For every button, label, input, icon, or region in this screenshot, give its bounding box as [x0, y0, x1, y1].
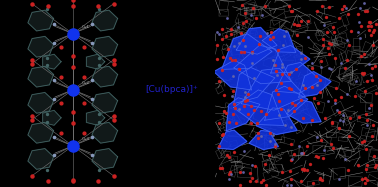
Polygon shape — [92, 149, 118, 169]
Polygon shape — [28, 66, 54, 87]
Polygon shape — [43, 54, 61, 69]
Polygon shape — [287, 100, 321, 123]
Polygon shape — [236, 27, 277, 54]
Polygon shape — [249, 131, 278, 150]
Polygon shape — [86, 110, 105, 125]
Polygon shape — [222, 34, 272, 69]
Polygon shape — [234, 45, 291, 84]
Polygon shape — [28, 93, 54, 113]
Text: [Cu(bpca)]⁺: [Cu(bpca)]⁺ — [146, 85, 198, 94]
Polygon shape — [234, 90, 284, 125]
Text: Cu1: Cu1 — [82, 25, 90, 29]
Polygon shape — [214, 60, 252, 90]
Polygon shape — [43, 110, 61, 125]
Polygon shape — [299, 72, 331, 97]
Polygon shape — [92, 93, 118, 113]
Polygon shape — [86, 54, 105, 69]
Polygon shape — [275, 62, 321, 93]
Polygon shape — [92, 10, 118, 31]
Polygon shape — [28, 149, 54, 169]
Polygon shape — [265, 86, 308, 120]
FancyArrowPatch shape — [177, 115, 189, 140]
Text: Cu3: Cu3 — [82, 137, 90, 141]
Polygon shape — [256, 108, 297, 135]
Polygon shape — [28, 36, 54, 57]
Polygon shape — [262, 29, 296, 53]
Text: Cu2: Cu2 — [82, 81, 90, 85]
FancyArrowPatch shape — [177, 39, 192, 68]
Polygon shape — [92, 122, 118, 143]
Text: EtH₂opba: EtH₂opba — [159, 40, 195, 49]
Polygon shape — [234, 68, 275, 104]
Polygon shape — [218, 130, 247, 149]
Polygon shape — [28, 10, 54, 31]
Polygon shape — [271, 45, 310, 73]
Polygon shape — [92, 66, 118, 87]
Text: [Cu(opba)]²⁻: [Cu(opba)]²⁻ — [149, 134, 198, 143]
Polygon shape — [226, 98, 260, 131]
Polygon shape — [92, 36, 118, 57]
Polygon shape — [28, 122, 54, 143]
Polygon shape — [241, 68, 305, 110]
